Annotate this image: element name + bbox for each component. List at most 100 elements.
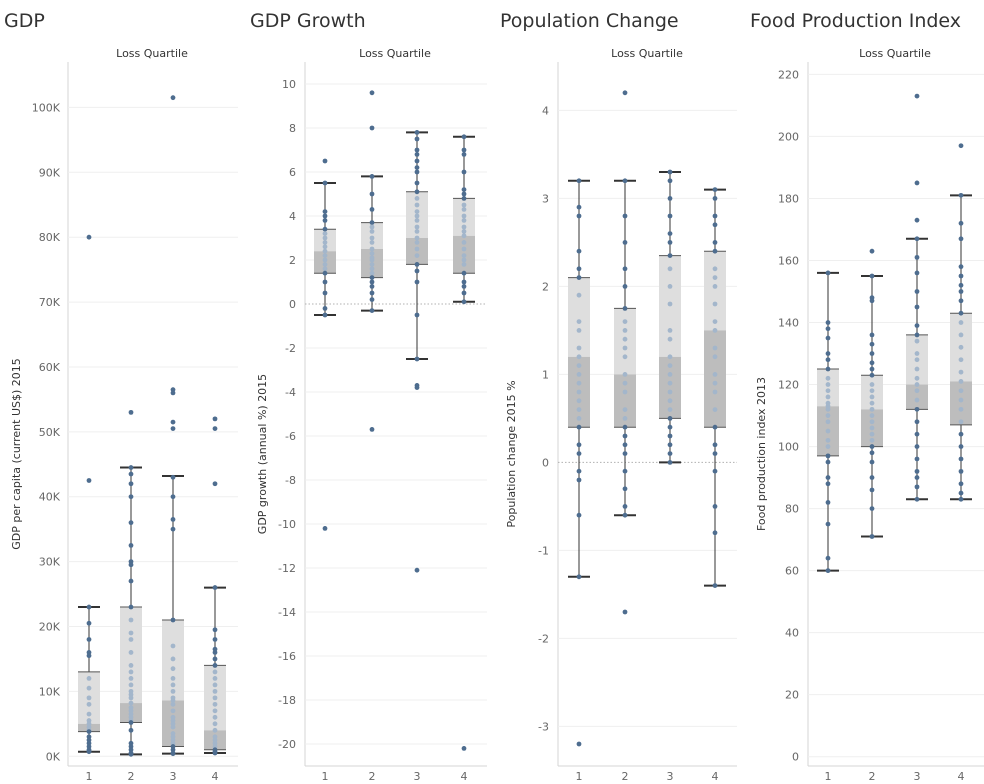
data-point [958,397,964,403]
y-axis-label: Population change 2015 % [505,380,518,527]
panel-4: Food Production Index Loss Quartile 0 20 40 6… [750,10,984,783]
data-point [622,319,628,324]
x-tick-label: 3 [667,770,674,783]
y-tick-label: 0 [792,751,799,764]
data-point [914,468,920,474]
data-point [869,425,875,431]
box-2 [861,274,883,538]
x-tick-label: 4 [212,770,219,783]
data-point [622,504,628,509]
data-point [369,90,375,96]
data-point [128,494,134,500]
data-point [461,213,467,219]
data-point [369,235,375,241]
data-point [914,323,920,329]
data-point [369,125,375,131]
y-tick-label: -10 [278,518,296,531]
data-point [825,335,831,341]
data-point [170,390,176,396]
data-point [212,682,218,688]
x-tick-label: 4 [712,770,719,783]
data-point [914,375,920,381]
data-point [914,180,920,186]
x-tick-label: 3 [170,770,177,783]
data-point [128,751,134,757]
data-point [712,530,718,536]
data-point [212,714,218,720]
x-tick-label: 1 [322,770,329,783]
data-point [212,669,218,675]
data-point [712,222,718,228]
y-tick-label: 50K [39,426,61,439]
data-point [576,266,582,272]
y-tick-label: 4 [289,210,296,223]
data-point [170,419,176,425]
data-point [576,204,582,210]
data-point [170,656,176,662]
data-point [461,257,467,263]
y-tick-label: 60 [785,565,799,578]
box-lower [614,374,636,428]
data-point [712,468,718,474]
data-point [576,213,582,219]
data-point [869,298,875,304]
data-point [576,275,582,280]
data-point [128,471,134,477]
data-point [170,474,176,480]
data-point [170,426,176,431]
data-point [414,246,420,252]
data-point [461,746,467,751]
data-point [576,319,582,324]
data-point [667,407,673,412]
data-point [212,663,218,668]
data-point [322,262,328,267]
data-point [825,375,831,381]
data-point [914,254,920,260]
y-axis-label: GDP growth (annual %) 2015 [256,374,269,534]
data-point [622,345,628,351]
x-tick-label: 1 [86,770,93,783]
data-point [461,224,467,230]
data-point [667,284,673,289]
data-point [958,332,964,338]
y-tick-label: -20 [278,738,296,751]
data-point [128,700,134,706]
y-tick-label: 200 [778,130,799,143]
data-point [869,341,875,347]
data-point [576,574,582,580]
y-tick-label: 180 [778,192,799,205]
y-tick-label: 80K [39,231,61,244]
data-point [825,388,831,394]
data-point [825,459,831,465]
data-point [369,240,375,245]
box-1 [568,179,590,578]
data-point [667,213,673,219]
data-point [622,240,628,245]
data-point [461,196,467,201]
x-tick-label: 2 [622,770,629,783]
data-point [622,372,628,377]
data-point [212,708,218,714]
data-point [958,143,964,149]
data-point [958,419,964,425]
data-point [825,382,831,387]
data-point [212,695,218,701]
data-point [322,158,328,164]
box-upper [817,369,839,407]
data-point [414,262,420,267]
column-header: Loss Quartile [116,47,188,60]
data-point [622,442,628,448]
data-point [322,180,328,186]
data-point [622,468,628,474]
data-point [576,512,582,518]
data-point [622,284,628,289]
data-point [712,319,718,324]
data-point [958,344,964,350]
data-point [622,380,628,386]
data-point [667,398,673,404]
data-point [869,444,875,449]
data-point [958,310,964,316]
box-4 [704,188,726,587]
y-tick-label: 80 [785,503,799,516]
data-point [212,481,218,487]
